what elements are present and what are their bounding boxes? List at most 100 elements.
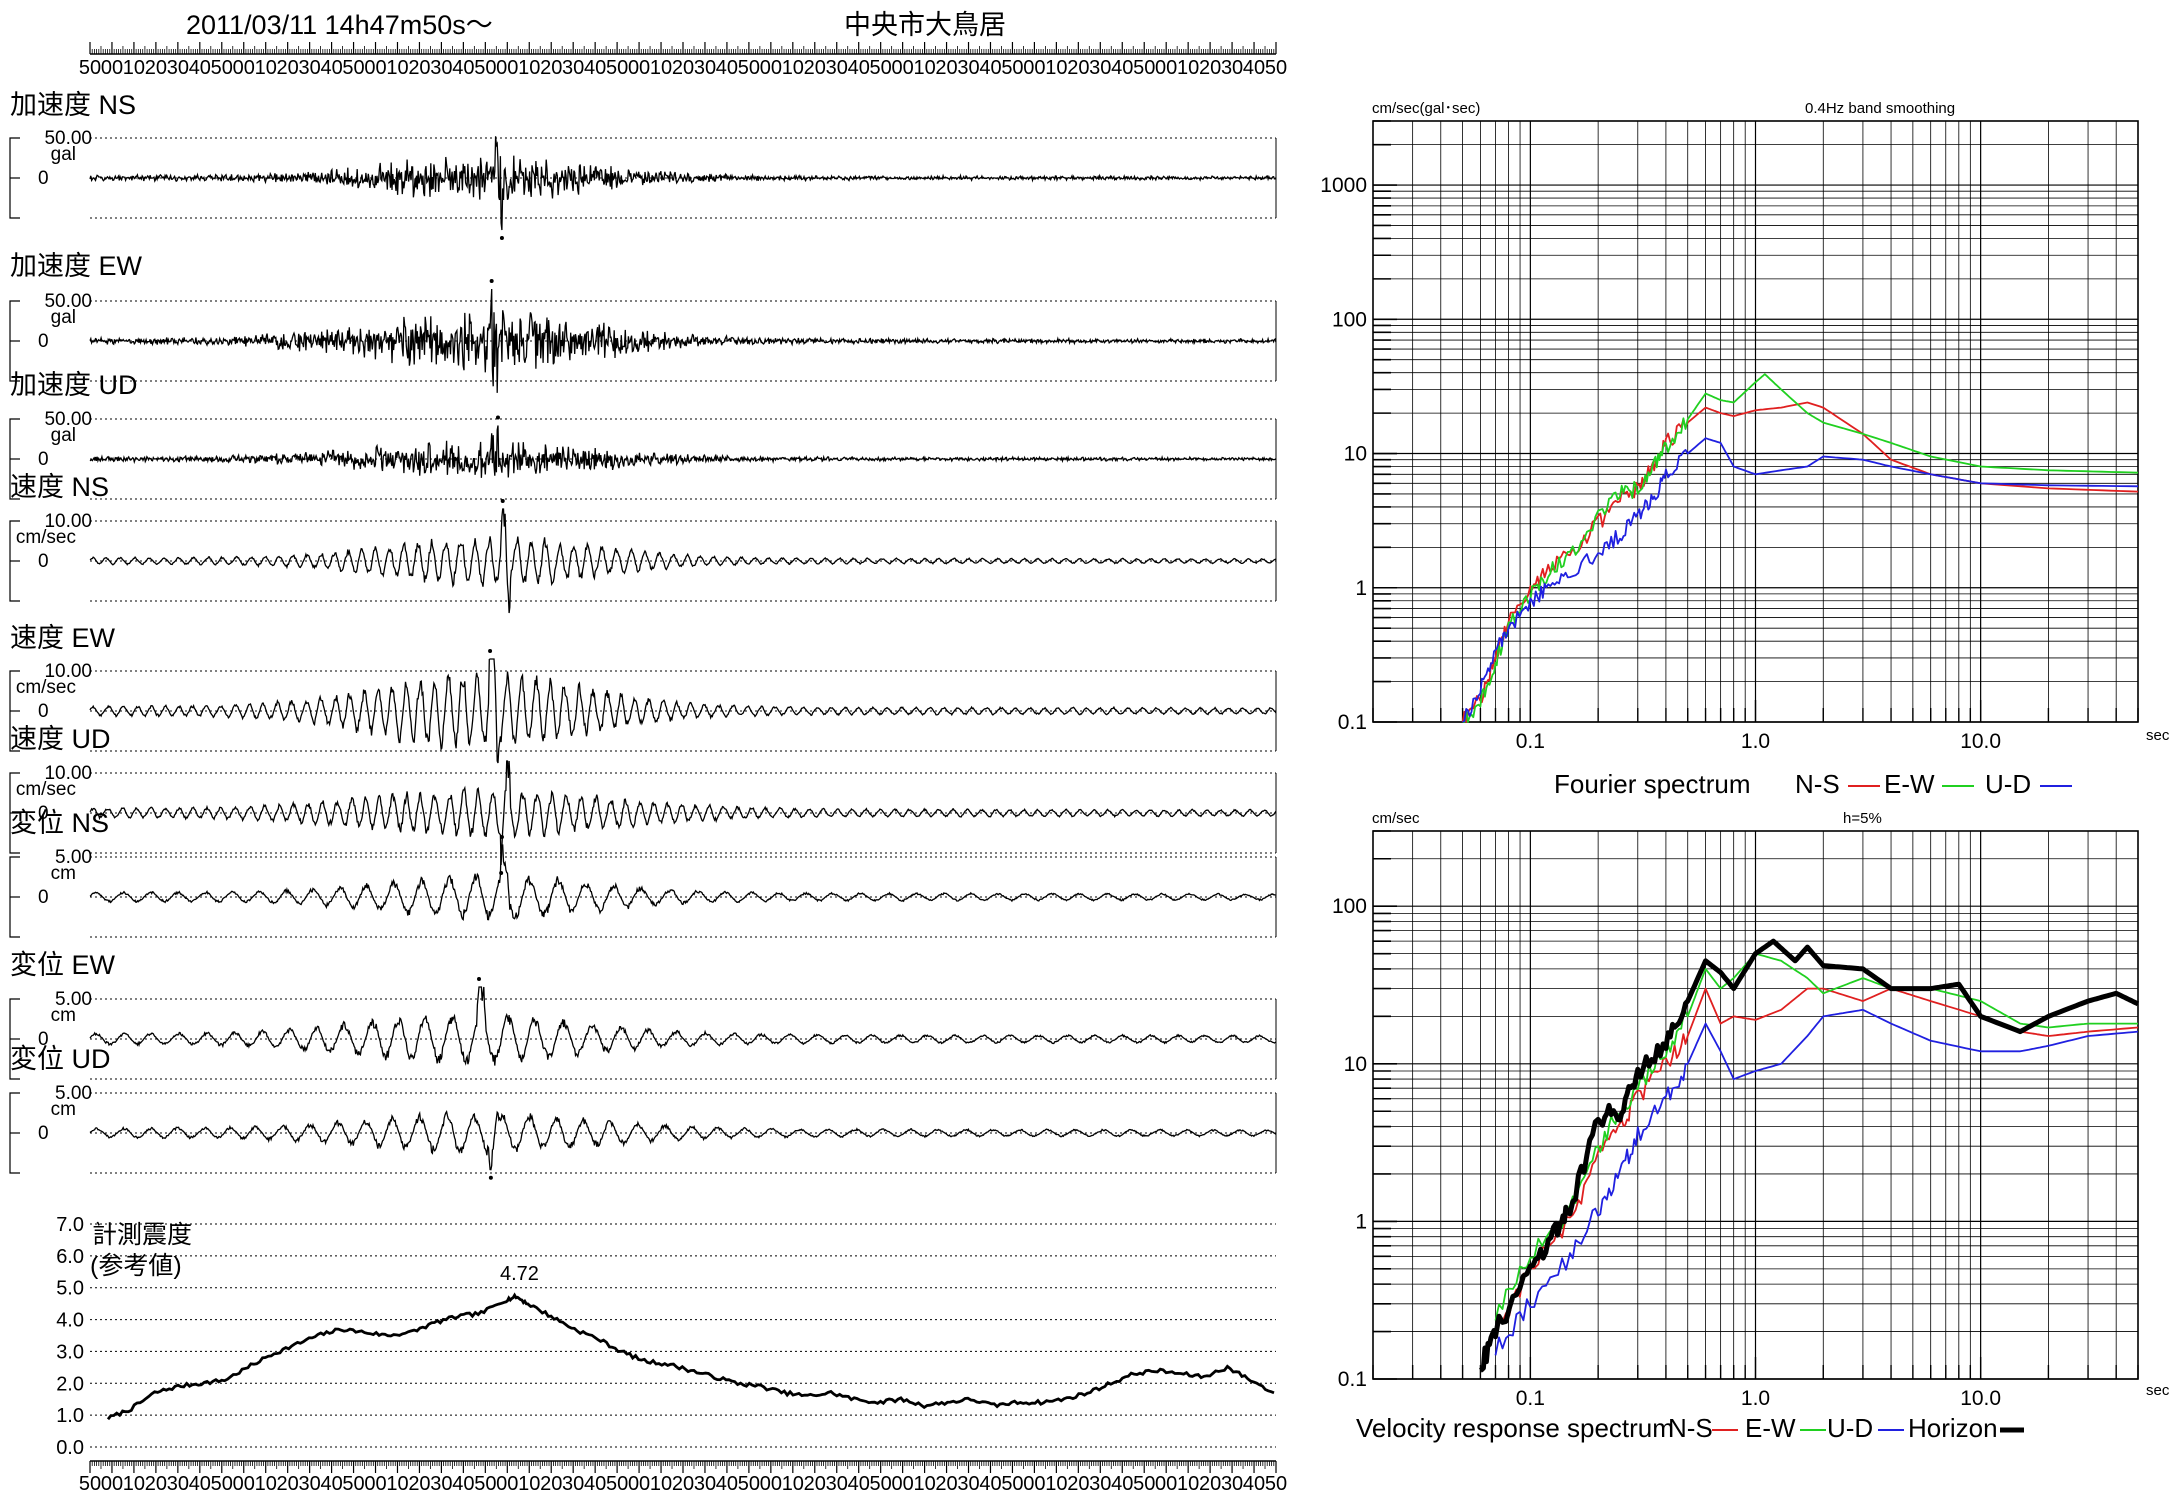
time-bottom-tick-label: 10 [782,1473,804,1495]
time-top-tick-label: 00 [760,57,782,79]
intensity-tick-label: 5.0 [56,1278,84,1300]
time-bottom-tick-label: 40 [848,1473,870,1495]
waveform-trace [89,844,1277,921]
fourier-series-ud [1462,437,2139,723]
time-bottom-tick-label: 50 [1133,1473,1155,1495]
time-bottom-tick-label: 20 [540,1473,562,1495]
waveform-trace [89,986,1277,1066]
waveform-trace [89,1110,1277,1171]
intensity-panel: 計測震度 (参考値) 4.72 0.0 1.0 2.0 3.0 4.0 5.0 6.0 7.0 [56,1214,1276,1459]
fourier-legend-title: Fourier spectrum [1554,769,1751,799]
intensity-tick-label: 7.0 [56,1214,84,1236]
time-top-tick-label: 00 [496,57,518,79]
time-bottom-tick-label: 20 [408,1473,430,1495]
time-bottom-tick-label: 30 [826,1473,848,1495]
channel-zero-label: 0 [38,1123,49,1144]
time-bottom-tick-label: 30 [1089,1473,1111,1495]
time-bottom-tick-label: 10 [650,1473,672,1495]
intensity-subtitle: (参考値) [90,1252,182,1280]
time-top-tick-label: 00 [101,57,123,79]
time-bottom-tick-label: 50 [870,1473,892,1495]
peak-marker [488,649,493,653]
record-datetime: 2011/03/11 14h47m50s～ [186,10,493,40]
time-bottom-tick-label: 40 [716,1473,738,1495]
vrs-x-unit: sec [2146,1382,2170,1399]
channel-title: 速度 NS [10,472,109,502]
vrs-note: h=5% [1843,810,1882,827]
waveform-trace [89,760,1277,866]
time-bottom-tick-label: 10 [1045,1473,1067,1495]
time-bottom-tick-label: 40 [979,1473,1001,1495]
time-top-tick-label: 00 [1155,57,1177,79]
time-bottom-tick-label: 00 [892,1473,914,1495]
time-top-tick-label: 20 [1199,57,1221,79]
time-top-tick-label: 10 [255,57,277,79]
peak-marker [499,871,504,875]
intensity-peak-label: 4.72 [500,1263,539,1285]
velocity-response-chart: cm/sec h=5% sec Velocity response spectr… [1332,810,2170,1443]
channel-zero-label: 0 [38,701,49,722]
channel-title: 加速度 EW [10,251,143,281]
time-bottom-tick-label: 40 [1243,1473,1265,1495]
channel-unit-label: cm/sec [16,677,76,698]
time-top-tick-label: 30 [562,57,584,79]
vrs-x-tick-label: 10.0 [1960,1387,2001,1410]
time-top-tick-label: 40 [1111,57,1133,79]
time-bottom-tick-label: 50 [474,1473,496,1495]
time-top-tick-label: 30 [694,57,716,79]
channel-title: 速度 EW [10,623,116,653]
channel-unit-label: cm [51,1099,76,1120]
time-top-tick-label: 00 [1023,57,1045,79]
channel-unit-label: cm [51,1005,76,1026]
time-bottom-tick-label: 00 [233,1473,255,1495]
time-top-tick-label: 30 [299,57,321,79]
channel-unit-label: gal [51,307,76,328]
time-top-tick-label: 10 [913,57,935,79]
intensity-title: 計測震度 [92,1221,192,1249]
time-bottom-tick-label: 30 [167,1473,189,1495]
fourier-x-unit: sec [2146,727,2170,744]
time-top-tick-label: 00 [233,57,255,79]
time-top-tick-label: 20 [672,57,694,79]
time-bottom-tick-label: 30 [1221,1473,1243,1495]
time-top-tick-label: 50 [738,57,760,79]
fourier-x-tick-label: 1.0 [1741,730,1770,753]
time-top-tick-label: 50 [79,57,101,79]
vrs-y-tick-label: 1 [1355,1210,1367,1233]
time-top-tick-label: 40 [1243,57,1265,79]
time-bottom-tick-label: 10 [123,1473,145,1495]
time-top-tick-label: 40 [452,57,474,79]
time-top-tick-label: 10 [1045,57,1067,79]
channel-scale-label: 50.00 [44,128,92,149]
time-top-tick-label: 00 [892,57,914,79]
time-bottom-tick-label: 00 [760,1473,782,1495]
vrs-x-tick-label: 1.0 [1741,1387,1770,1410]
time-bottom-tick-label: 30 [430,1473,452,1495]
time-bottom-tick-label: 20 [804,1473,826,1495]
waveform-trace [89,425,1277,478]
channel-zero-label: 0 [38,887,49,908]
intensity-tick-label: 4.0 [56,1310,84,1332]
time-bottom-tick-label: 30 [694,1473,716,1495]
peak-marker [500,499,505,503]
channel-zero-label: 0 [38,803,49,824]
time-bottom-tick-label: 20 [672,1473,694,1495]
time-top-tick-label: 50 [342,57,364,79]
station-name: 中央市大鳥居 [844,10,1006,40]
channel-title: 加速度 UD [10,370,138,400]
channel-zero-label: 0 [38,168,49,189]
vrs-legend-ud: U-D [1827,1413,1873,1443]
channel-scale-label: 10.00 [44,661,92,682]
channel-unit-label: cm/sec [16,527,76,548]
channel-zero-label: 0 [38,331,49,352]
peak-marker [499,236,504,240]
time-bottom-tick-label: 40 [1111,1473,1133,1495]
time-top-tick-label: 20 [540,57,562,79]
channel-unit-label: gal [51,425,76,446]
time-top-tick-label: 00 [364,57,386,79]
time-bottom-tick-label: 20 [1067,1473,1089,1495]
